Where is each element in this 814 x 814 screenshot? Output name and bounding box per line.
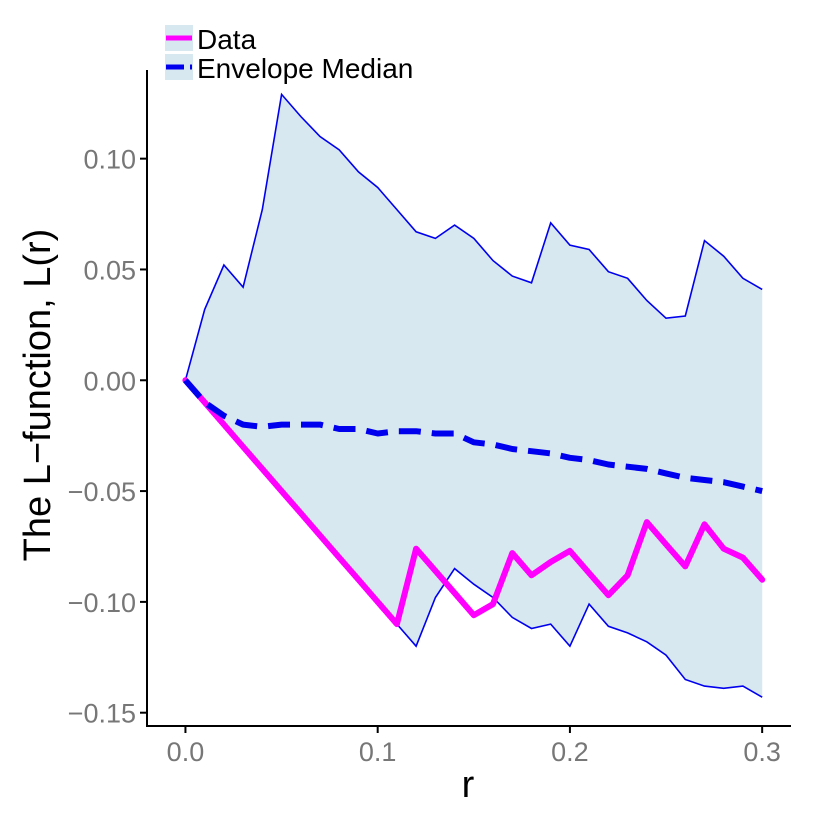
series-line-envelope-median: [183, 378, 763, 495]
legend: Data Envelope Median: [165, 24, 413, 84]
y-tick-label: 0.10: [83, 145, 136, 175]
y-tick-label: −0.10: [68, 588, 136, 618]
y-tick-label: −0.15: [68, 699, 136, 729]
x-tick-label: 0.3: [743, 737, 781, 767]
y-tick-label: 0.05: [83, 255, 136, 285]
x-axis-title: r: [462, 764, 475, 806]
envelope-band: [185, 94, 763, 698]
x-tick-label: 0.1: [359, 737, 397, 767]
series-layer: [182, 377, 766, 628]
envelope-upper-line: [184, 92, 763, 381]
x-ticks: 0.0 0.1 0.2 0.3: [167, 726, 781, 767]
legend-label-envelope-median: Envelope Median: [197, 53, 413, 84]
y-tick-label: −0.05: [68, 477, 136, 507]
x-tick-label: 0.2: [551, 737, 589, 767]
y-tick-label: 0.00: [83, 366, 136, 396]
x-tick-label: 0.0: [167, 737, 205, 767]
series-line-data: [182, 377, 766, 628]
legend-label-data: Data: [197, 24, 257, 55]
y-ticks: 0.10 0.05 0.00 −0.05 −0.10 −0.15: [68, 145, 147, 729]
y-axis-title: The L−function, L(r): [17, 229, 59, 562]
